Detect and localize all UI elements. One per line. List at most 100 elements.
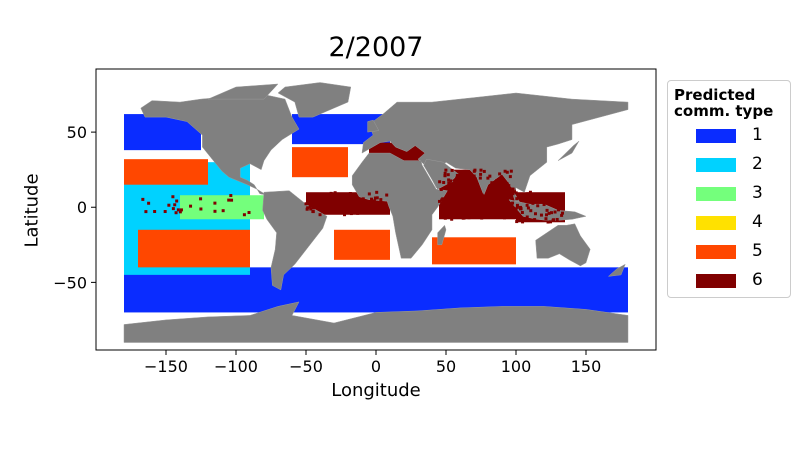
speckle-point	[533, 218, 537, 222]
legend-title: Predicted comm. type	[674, 87, 773, 119]
speckle-point	[525, 215, 529, 219]
y-tick-label: 50	[67, 123, 87, 142]
x-tick-label: 0	[371, 357, 381, 376]
speckle-point	[499, 197, 503, 201]
speckle-point	[345, 211, 349, 215]
speckle-point	[491, 183, 495, 187]
region-type-5	[432, 237, 516, 265]
speckle-point	[515, 205, 519, 209]
legend-item-1: 1	[696, 125, 792, 147]
speckle-point	[544, 217, 548, 221]
x-tick-label: 100	[501, 357, 532, 376]
speckle-point	[475, 189, 479, 193]
speckle-point	[515, 220, 519, 224]
speckle-point	[495, 186, 499, 190]
speckle-point	[459, 193, 463, 197]
speckle-point	[450, 168, 454, 172]
legend-label: 1	[752, 125, 763, 145]
speckle-point	[511, 187, 515, 191]
speckle-point	[522, 196, 526, 200]
speckle-point	[471, 199, 475, 203]
speckle-point	[492, 186, 496, 190]
speckle-point	[483, 198, 487, 202]
speckle-point	[171, 195, 175, 199]
speckle-point	[511, 208, 515, 212]
speckle-point	[247, 211, 251, 215]
speckle-point	[178, 210, 182, 214]
speckle-point	[508, 175, 512, 179]
speckle-point	[506, 212, 510, 216]
speckle-point	[313, 203, 317, 207]
speckle-point	[539, 197, 543, 201]
speckle-point	[471, 206, 475, 210]
speckle-point	[472, 190, 476, 194]
speckle-point	[179, 208, 183, 212]
x-axis: −150 −100 −50 0 50 100 150	[144, 350, 601, 376]
region-type-5	[138, 229, 250, 268]
speckle-point	[451, 202, 455, 206]
legend-title-line: comm. type	[674, 102, 774, 120]
speckle-point	[519, 205, 523, 209]
speckle-point	[475, 215, 479, 219]
speckle-point	[557, 208, 561, 212]
speckle-point	[555, 217, 559, 221]
speckle-point	[176, 208, 180, 212]
speckle-point	[348, 201, 352, 205]
speckle-point	[343, 207, 347, 211]
speckle-point	[545, 208, 549, 212]
speckle-point	[447, 178, 451, 182]
legend-title-line: Predicted	[674, 86, 756, 104]
y-tick-label: 0	[77, 198, 87, 217]
speckle-layer	[141, 168, 565, 224]
speckle-point	[221, 209, 225, 213]
region-type-5	[334, 229, 390, 260]
speckle-point	[171, 207, 175, 211]
legend-label: 4	[752, 212, 763, 232]
speckle-point	[379, 205, 383, 209]
speckle-point	[505, 197, 509, 201]
speckle-point	[493, 193, 497, 197]
speckle-point	[529, 209, 533, 213]
speckle-point	[498, 210, 502, 214]
speckle-point	[370, 207, 374, 211]
speckle-point	[305, 207, 309, 211]
speckle-point	[472, 195, 476, 199]
speckle-point	[227, 198, 231, 202]
chart-title: 2/2007	[328, 32, 424, 63]
speckle-point	[385, 193, 389, 197]
land-japan	[557, 140, 580, 161]
speckle-point	[479, 201, 483, 205]
speckle-point	[560, 213, 564, 217]
legend-swatch	[696, 245, 736, 259]
speckle-point	[455, 181, 459, 185]
speckle-point	[367, 192, 371, 196]
y-axis: −50 0 50	[53, 123, 96, 292]
legend-item-5: 5	[696, 241, 792, 263]
speckle-point	[561, 196, 565, 200]
speckle-point	[450, 215, 454, 219]
speckle-point	[373, 196, 377, 200]
speckle-point	[354, 210, 358, 214]
speckle-point	[472, 174, 476, 178]
speckle-point	[489, 209, 493, 213]
speckle-point	[489, 185, 493, 189]
legend-swatch	[696, 129, 736, 143]
speckle-point	[308, 205, 312, 209]
speckle-point	[375, 196, 379, 200]
speckle-point	[552, 218, 556, 222]
region-type-5	[124, 159, 208, 185]
speckle-point	[479, 168, 483, 172]
speckle-point	[468, 206, 472, 210]
speckle-point	[213, 209, 217, 213]
speckle-point	[324, 201, 328, 205]
speckle-point	[351, 200, 355, 204]
speckle-point	[471, 193, 475, 197]
speckle-point	[379, 198, 383, 202]
speckle-point	[480, 193, 484, 197]
speckle-point	[514, 191, 518, 195]
x-tick-label: 150	[571, 357, 602, 376]
speckle-point	[318, 213, 322, 217]
speckle-point	[446, 173, 450, 177]
speckle-point	[528, 190, 532, 194]
